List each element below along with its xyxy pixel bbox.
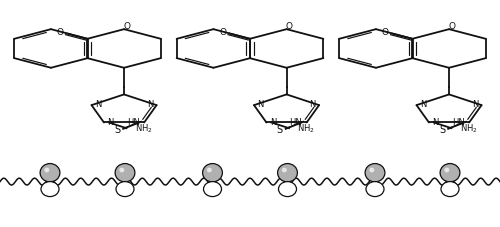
Ellipse shape — [441, 182, 459, 197]
Text: N: N — [95, 99, 101, 109]
Ellipse shape — [207, 168, 212, 173]
Text: O: O — [286, 22, 292, 31]
Ellipse shape — [120, 168, 124, 173]
Text: HN: HN — [290, 118, 302, 127]
Text: N: N — [108, 118, 114, 127]
Ellipse shape — [41, 182, 59, 197]
Text: O: O — [123, 22, 130, 31]
Text: O: O — [56, 28, 64, 37]
Text: N: N — [420, 99, 426, 109]
Text: N: N — [472, 99, 478, 109]
Ellipse shape — [202, 163, 222, 182]
Text: NH$_2$: NH$_2$ — [460, 123, 477, 135]
Text: O: O — [382, 28, 388, 37]
Text: O: O — [219, 28, 226, 37]
Text: HN: HN — [452, 118, 464, 127]
Ellipse shape — [204, 182, 222, 197]
Text: S: S — [276, 125, 282, 135]
Ellipse shape — [278, 163, 297, 182]
Text: NH$_2$: NH$_2$ — [135, 123, 152, 135]
Ellipse shape — [366, 182, 384, 197]
Text: NH$_2$: NH$_2$ — [298, 123, 315, 135]
Text: S: S — [439, 125, 445, 135]
Ellipse shape — [444, 168, 450, 173]
Text: N: N — [147, 99, 154, 109]
Text: N: N — [270, 118, 276, 127]
Text: N: N — [432, 118, 438, 127]
Ellipse shape — [116, 182, 134, 197]
Text: O: O — [448, 22, 455, 31]
Text: S: S — [114, 125, 120, 135]
Text: HN: HN — [127, 118, 140, 127]
Text: N: N — [258, 99, 264, 109]
Ellipse shape — [370, 168, 374, 173]
Ellipse shape — [440, 163, 460, 182]
Ellipse shape — [44, 168, 50, 173]
Ellipse shape — [365, 163, 385, 182]
Ellipse shape — [282, 168, 287, 173]
Text: N: N — [310, 99, 316, 109]
Ellipse shape — [278, 182, 296, 197]
Ellipse shape — [115, 163, 135, 182]
Ellipse shape — [40, 163, 60, 182]
